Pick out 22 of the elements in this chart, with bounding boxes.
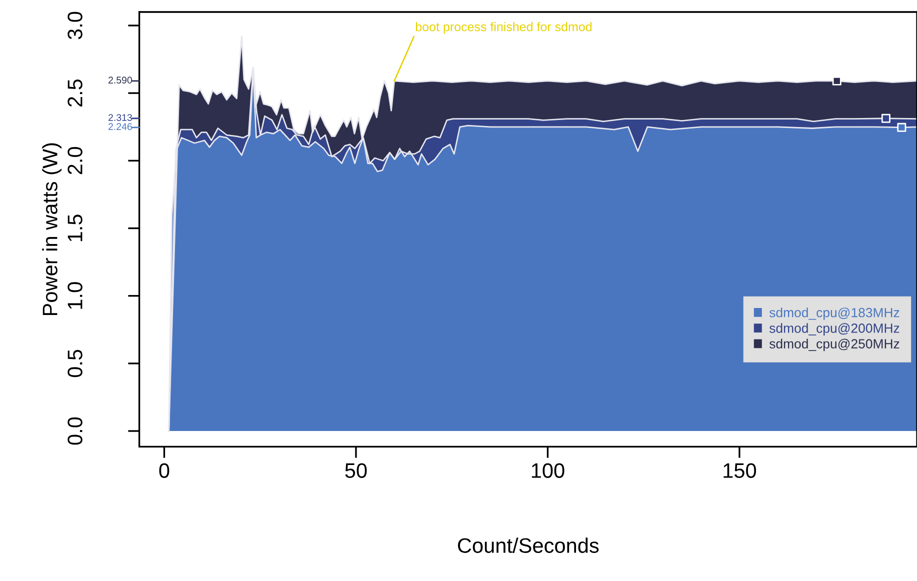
annotation: boot process finished for sdmod — [416, 22, 592, 34]
legend-label: sdmod_cpu@183MHz — [769, 308, 900, 320]
x-tick-label: 100 — [532, 463, 564, 478]
x-tick-label: 50 — [345, 463, 367, 478]
text: 2.246 — [108, 123, 132, 130]
x-tick-label: 150 — [724, 463, 756, 478]
point — [881, 114, 890, 123]
y-tick-label: 1.0 — [68, 282, 82, 309]
x-axis-title: Count/Seconds — [458, 538, 599, 553]
y-tick-label: 3.0 — [68, 12, 82, 40]
y-tick-label: 0.0 — [68, 417, 82, 445]
y-tick-label: 0.5 — [68, 350, 82, 378]
y-tick-label: 2.0 — [68, 147, 82, 174]
y-axis-title: Power in watts (W) — [42, 143, 62, 316]
point — [897, 122, 906, 132]
legend-label: sdmod_cpu@200MHz — [769, 323, 900, 336]
text: 2.313 — [108, 114, 132, 121]
text: 2.590 — [108, 76, 132, 84]
legend-label: sdmod_cpu@250MHz — [769, 338, 900, 352]
y-tick-label: 1.5 — [68, 214, 82, 242]
x-tick-label: 0 — [159, 463, 170, 478]
y-tick-label: 2.5 — [68, 79, 82, 107]
